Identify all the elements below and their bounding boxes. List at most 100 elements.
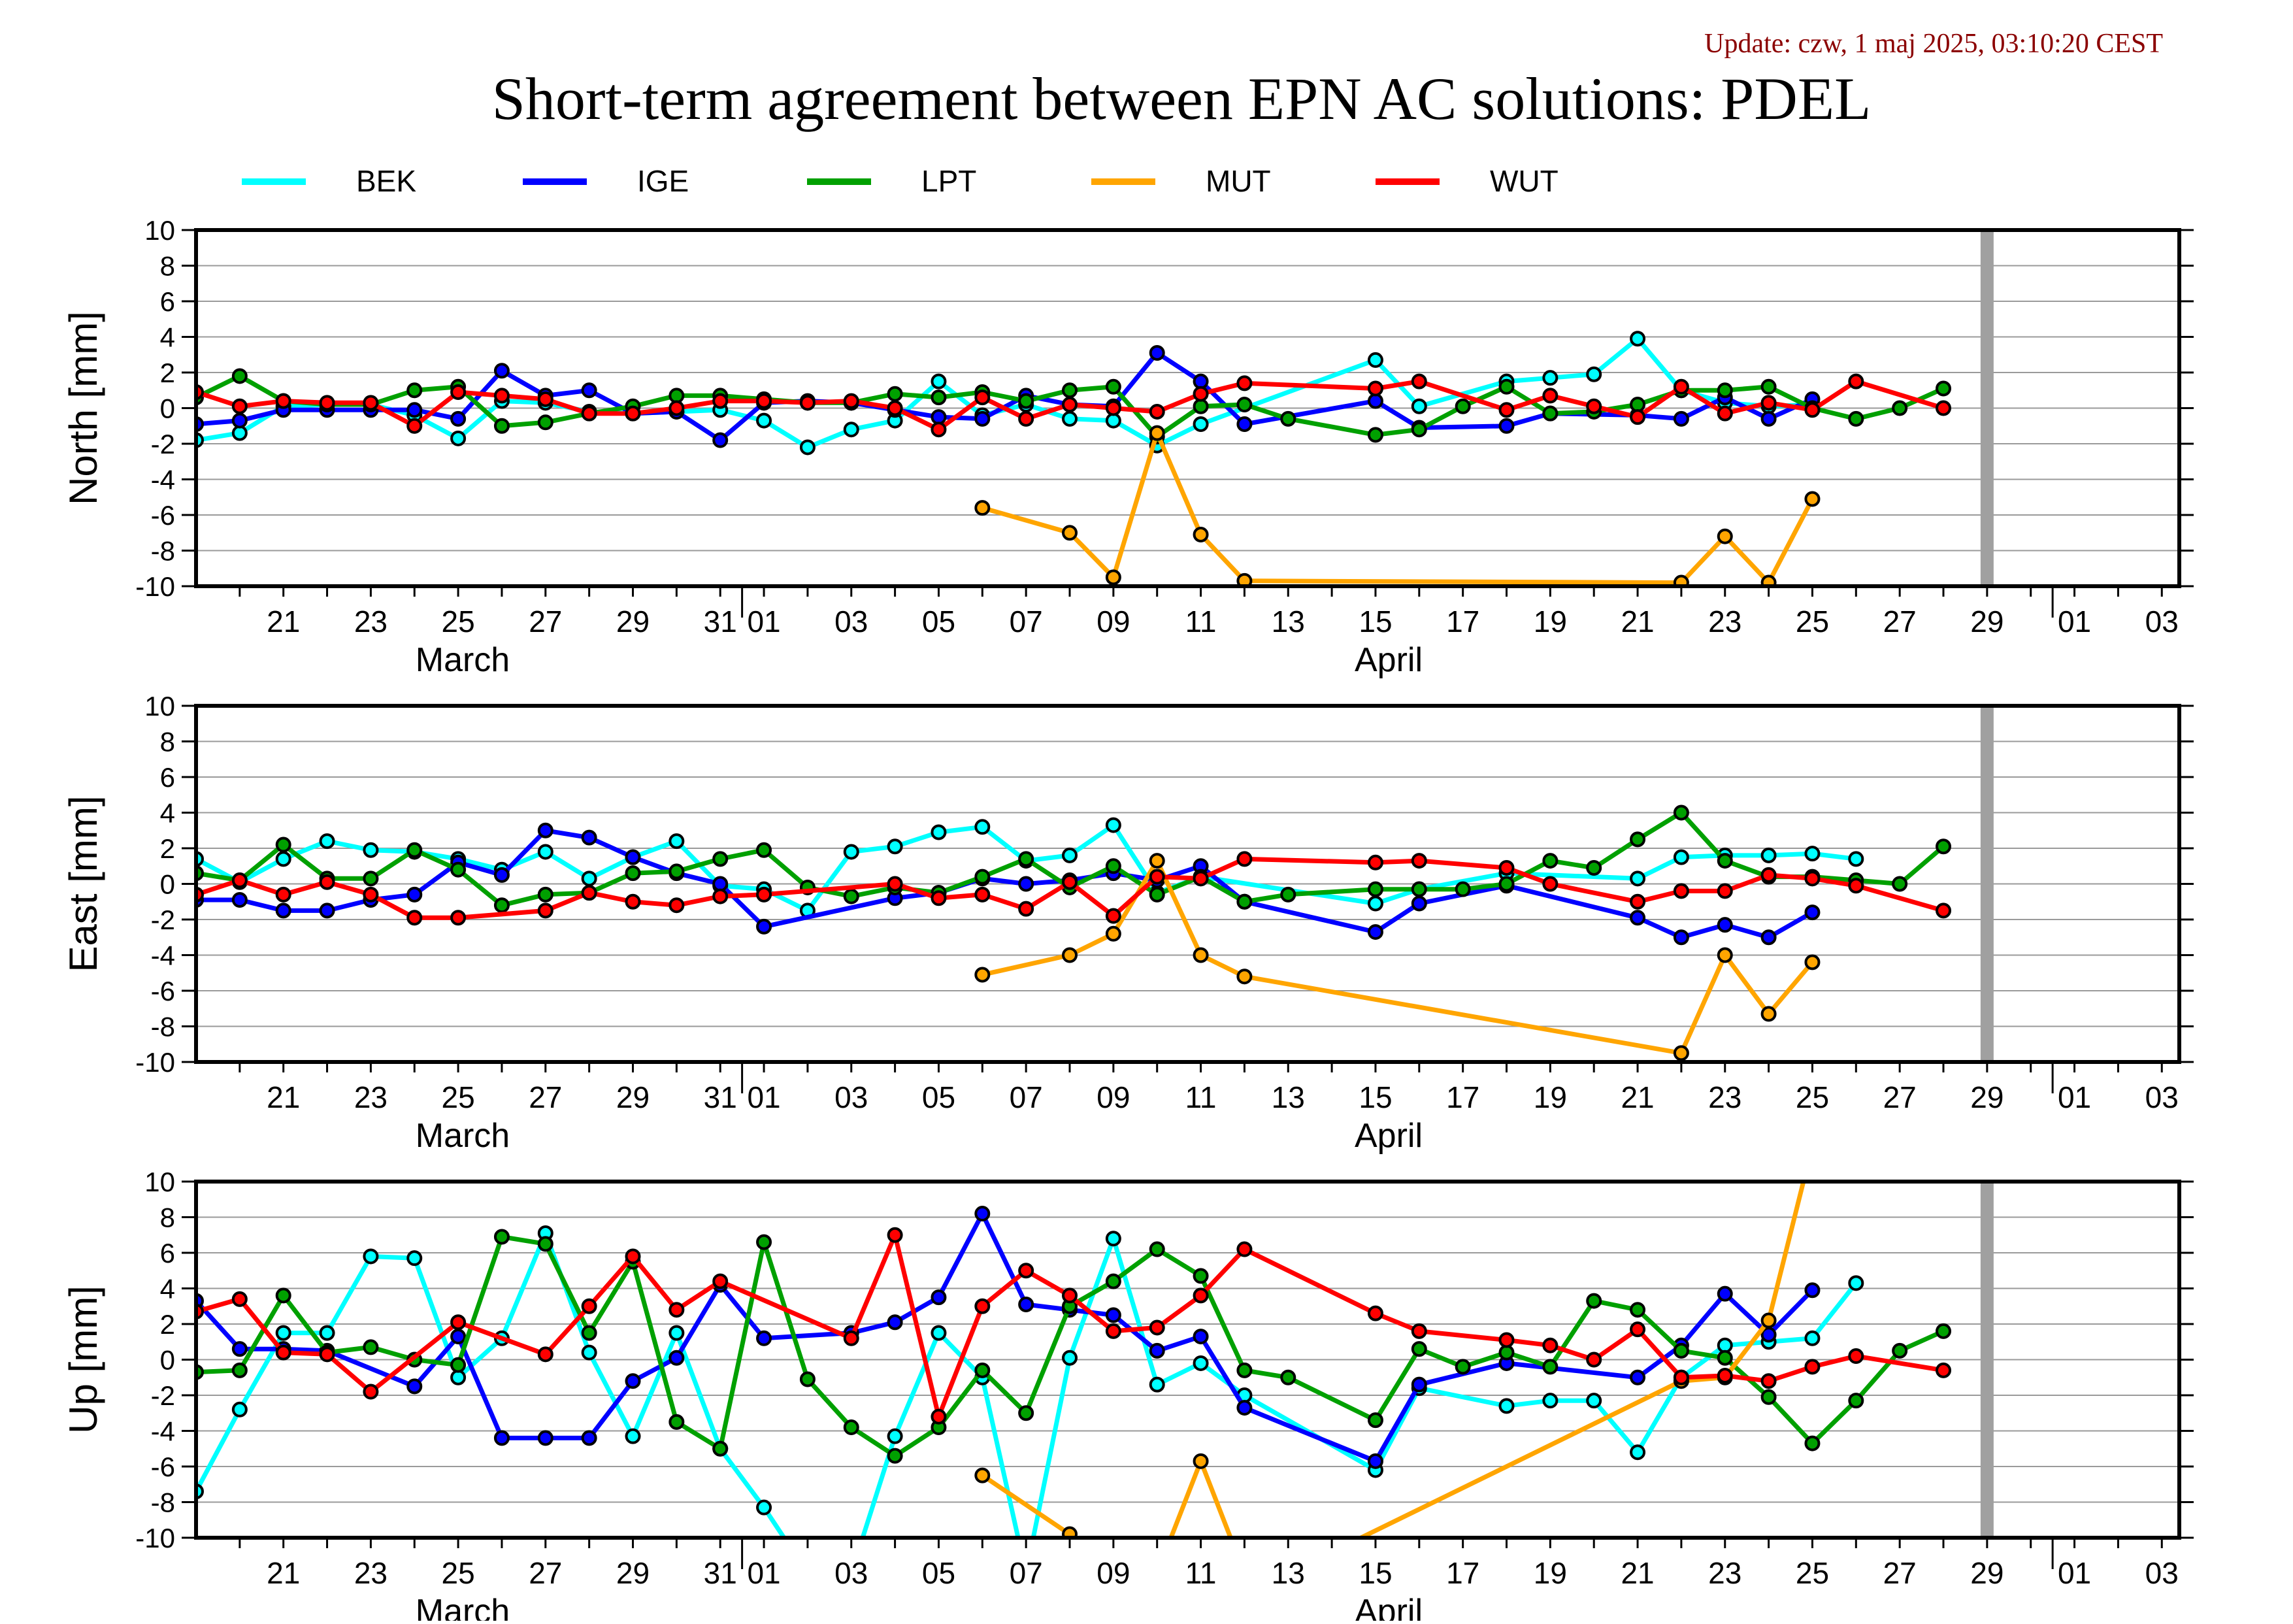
data-point: [1018, 876, 1034, 892]
data-point: [1236, 893, 1253, 910]
data-point: [275, 393, 291, 409]
data-point: [887, 400, 903, 416]
x-tick-label: 23: [354, 1556, 388, 1590]
data-point: [1193, 1268, 1209, 1284]
data-point: [1673, 1369, 1689, 1385]
y-axis-label: East [mm]: [61, 795, 105, 972]
data-point: [1105, 1273, 1121, 1289]
data-point: [1630, 397, 1646, 413]
data-point: [974, 410, 991, 427]
data-point: [1062, 1287, 1078, 1304]
data-point: [1848, 851, 1864, 867]
panel-1: 10 8 6 4 2 0 -2 -4 -6 -8 -10 North [mm] 21 23 25 27 29 31…: [61, 215, 2194, 679]
data-point: [1760, 867, 1777, 883]
data-point: [887, 1314, 903, 1331]
data-point: [1630, 331, 1646, 347]
x-tick-label: 27: [529, 1080, 562, 1114]
data-point: [1193, 416, 1209, 433]
data-point: [931, 824, 947, 840]
data-point: [1367, 1453, 1383, 1469]
plot-frame: [194, 228, 2181, 588]
x-tick-label: 27: [529, 605, 562, 638]
data-point: [581, 382, 597, 399]
data-point: [712, 888, 729, 904]
data-point: [668, 1325, 685, 1341]
data-point: [450, 910, 467, 926]
data-point: [1062, 1350, 1078, 1366]
legend-item-ige: IGE: [523, 164, 689, 198]
data-point: [1280, 410, 1296, 427]
data-point: [931, 373, 947, 389]
data-point: [231, 1362, 248, 1378]
data-point: [1760, 1373, 1777, 1389]
x-tick-label: 23: [354, 605, 388, 638]
x-tick-label: 01: [2058, 605, 2091, 638]
y-tick-label: 2: [160, 1309, 175, 1340]
data-point: [1280, 1369, 1296, 1385]
x-tick-label: 21: [1621, 1556, 1654, 1590]
data-point: [668, 1302, 685, 1318]
data-point: [1760, 1389, 1777, 1405]
data-point: [1542, 1359, 1559, 1375]
y-tick-label: -10: [135, 571, 175, 602]
data-point: [1717, 1285, 1733, 1302]
legend-label: WUT: [1490, 164, 1559, 198]
data-point: [668, 1414, 685, 1430]
data-point: [537, 1236, 553, 1252]
data-point: [1367, 881, 1383, 897]
data-point: [319, 833, 335, 850]
data-point: [406, 1250, 423, 1267]
y-tick-label: 6: [160, 762, 175, 793]
x-tick-label: 07: [1010, 1556, 1043, 1590]
x-tick-label: 31: [704, 1556, 737, 1590]
data-point: [1542, 876, 1559, 892]
month-label: April: [1355, 1117, 1423, 1155]
data-point: [1062, 874, 1078, 890]
data-point: [1717, 1337, 1733, 1353]
x-tick-label: 03: [2145, 1556, 2179, 1590]
y-tick-label: -8: [151, 1012, 175, 1042]
x-tick-label: 11: [1185, 1080, 1217, 1114]
y-tick-label: -4: [151, 1416, 175, 1447]
data-point: [1149, 869, 1165, 885]
data-point: [1542, 1337, 1559, 1353]
legend-label: LPT: [921, 164, 976, 198]
data-point: [1542, 1393, 1559, 1409]
data-point: [363, 1248, 379, 1265]
data-point: [974, 500, 991, 516]
data-point: [1018, 393, 1034, 409]
data-point: [1236, 572, 1253, 586]
data-point: [1062, 382, 1078, 399]
data-point: [1673, 410, 1689, 427]
series-wut: [196, 1227, 1952, 1425]
x-tick-label: 31: [704, 605, 737, 638]
data-point: [1236, 375, 1253, 391]
data-point: [1717, 382, 1733, 399]
data-point: [1630, 1321, 1646, 1338]
data-point: [275, 886, 291, 903]
x-tick-label: 25: [442, 605, 475, 638]
data-point: [1498, 859, 1515, 876]
x-tick-label: 07: [1010, 605, 1043, 638]
y-axis-label: Up [mm]: [61, 1285, 105, 1434]
data-point: [625, 1428, 641, 1444]
y-tick-label: -6: [151, 976, 175, 1006]
y-tick-label: 0: [160, 1345, 175, 1376]
data-point: [1586, 398, 1602, 414]
x-tick-label: 19: [1534, 1080, 1567, 1114]
data-point: [1105, 412, 1121, 429]
data-point: [406, 842, 423, 858]
data-point: [1804, 904, 1821, 921]
data-point: [1367, 393, 1383, 409]
series-line: [196, 336, 1813, 450]
x-tick-label: 13: [1272, 1080, 1305, 1114]
data-point: [1630, 910, 1646, 926]
y-tick-label: 8: [160, 727, 175, 757]
data-point: [712, 1273, 729, 1289]
data-point: [1367, 895, 1383, 912]
data-point: [450, 861, 467, 878]
data-point: [843, 393, 859, 409]
data-point: [319, 1346, 335, 1363]
data-point: [1498, 876, 1515, 892]
data-point: [1673, 378, 1689, 395]
